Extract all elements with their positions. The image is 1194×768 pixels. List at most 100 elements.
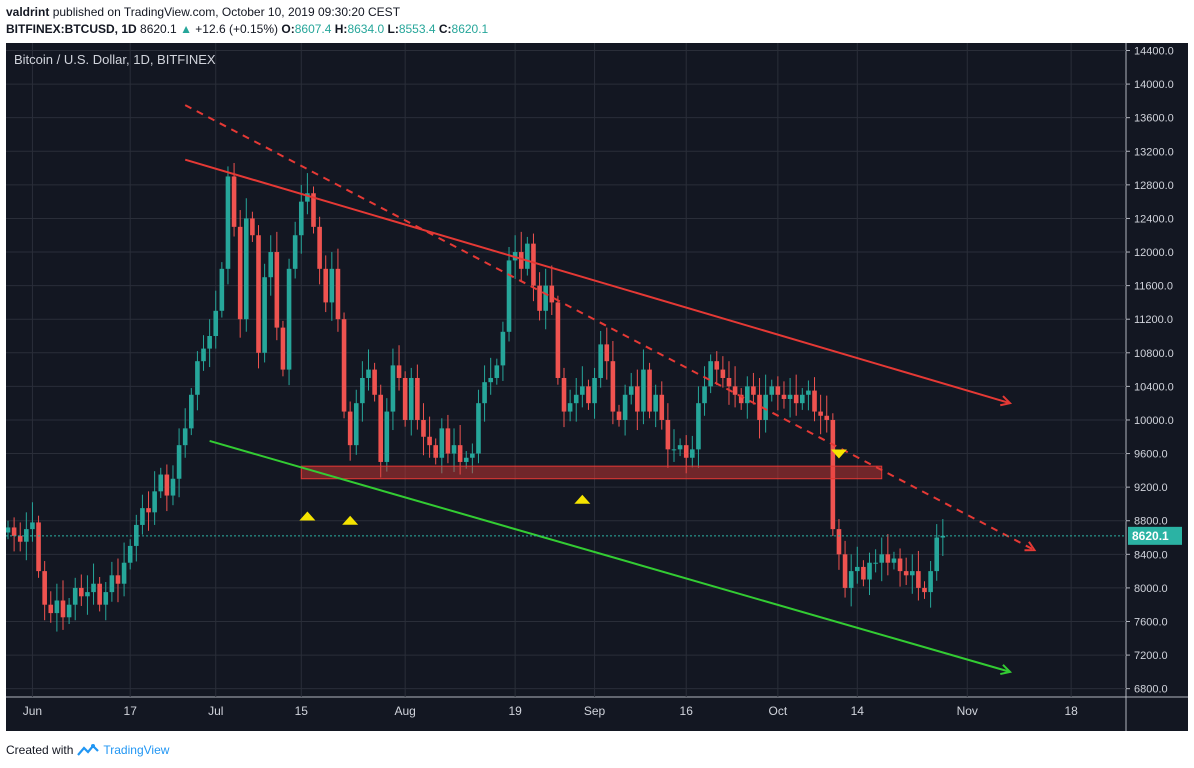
candle-body[interactable] bbox=[787, 394, 793, 399]
candle-body[interactable] bbox=[793, 394, 799, 404]
candle-body[interactable] bbox=[79, 587, 84, 597]
candle-body[interactable] bbox=[824, 415, 830, 420]
candle-body[interactable] bbox=[292, 235, 298, 269]
candle-body[interactable] bbox=[598, 344, 603, 378]
support-line[interactable] bbox=[209, 439, 1011, 673]
candle-body[interactable] bbox=[42, 571, 47, 605]
candle-body[interactable] bbox=[421, 419, 426, 437]
candle-body[interactable] bbox=[836, 529, 842, 555]
candle-body[interactable] bbox=[201, 348, 206, 362]
candle-body[interactable] bbox=[402, 377, 408, 420]
candle-body[interactable] bbox=[415, 377, 420, 420]
candle-body[interactable] bbox=[396, 365, 402, 378]
candle-body[interactable] bbox=[311, 193, 316, 227]
candle-body[interactable] bbox=[121, 562, 127, 584]
candle-body[interactable] bbox=[922, 587, 927, 593]
candle-body[interactable] bbox=[457, 445, 463, 462]
candle-body[interactable] bbox=[628, 386, 634, 395]
candle-body[interactable] bbox=[891, 558, 897, 563]
candle-body[interactable] bbox=[916, 571, 921, 588]
candle-body[interactable] bbox=[109, 575, 115, 593]
candle-body[interactable] bbox=[861, 566, 866, 580]
candle-body[interactable] bbox=[488, 377, 493, 383]
candle-body[interactable] bbox=[17, 535, 23, 542]
candle-body[interactable] bbox=[347, 411, 353, 446]
candle-body[interactable] bbox=[897, 558, 903, 572]
candle-body[interactable] bbox=[494, 365, 500, 378]
candle-body[interactable] bbox=[250, 218, 255, 236]
candle-body[interactable] bbox=[176, 445, 182, 479]
candle-body[interactable] bbox=[366, 369, 371, 378]
candle-body[interactable] bbox=[928, 571, 933, 593]
time-axis[interactable] bbox=[6, 697, 1126, 731]
candle-body[interactable] bbox=[610, 361, 616, 412]
candle-body[interactable] bbox=[616, 411, 622, 420]
candle-body[interactable] bbox=[671, 449, 677, 451]
candle-body[interactable] bbox=[567, 403, 573, 412]
candle-body[interactable] bbox=[268, 252, 274, 278]
candle-body[interactable] bbox=[726, 377, 732, 387]
triangle-down-marker[interactable] bbox=[830, 449, 847, 459]
candle-body[interactable] bbox=[806, 390, 811, 395]
candle-body[interactable] bbox=[482, 382, 487, 404]
candle-body[interactable] bbox=[127, 545, 133, 563]
candle-body[interactable] bbox=[751, 386, 756, 395]
candle-body[interactable] bbox=[879, 554, 885, 563]
author-name[interactable]: valdrint bbox=[6, 5, 50, 19]
candle-body[interactable] bbox=[152, 491, 157, 513]
candle-body[interactable] bbox=[812, 390, 817, 412]
candle-body[interactable] bbox=[158, 474, 164, 492]
horizontal-zone[interactable] bbox=[300, 465, 883, 480]
triangle-up-marker[interactable] bbox=[342, 515, 359, 525]
candle-body[interactable] bbox=[335, 268, 341, 320]
candle-body[interactable] bbox=[384, 411, 390, 462]
candle-body[interactable] bbox=[677, 445, 683, 450]
candle-body[interactable] bbox=[182, 428, 188, 446]
candle-body[interactable] bbox=[800, 394, 805, 404]
candle-body[interactable] bbox=[140, 508, 145, 525]
candle-body[interactable] bbox=[702, 386, 707, 404]
candle-body[interactable] bbox=[213, 310, 219, 336]
candle-body[interactable] bbox=[274, 252, 280, 328]
candle-body[interactable] bbox=[867, 562, 872, 580]
candle-body[interactable] bbox=[738, 394, 744, 404]
candle-body[interactable] bbox=[647, 369, 652, 412]
candle-body[interactable] bbox=[940, 535, 946, 538]
candle-body[interactable] bbox=[298, 201, 304, 236]
candle-body[interactable] bbox=[427, 436, 432, 446]
triangle-up-marker[interactable] bbox=[299, 511, 316, 521]
candle-body[interactable] bbox=[91, 583, 96, 593]
candle-body[interactable] bbox=[219, 268, 225, 311]
price-axis[interactable] bbox=[1126, 43, 1188, 731]
candle-body[interactable] bbox=[451, 445, 457, 454]
candle-body[interactable] bbox=[531, 243, 536, 286]
candle-body[interactable] bbox=[781, 394, 787, 399]
candle-body[interactable] bbox=[378, 394, 384, 462]
candle-body[interactable] bbox=[372, 369, 377, 395]
candle-body[interactable] bbox=[757, 394, 762, 420]
candle-body[interactable] bbox=[665, 419, 671, 450]
candle-body[interactable] bbox=[506, 260, 512, 332]
candle-body[interactable] bbox=[714, 361, 720, 370]
candle-body[interactable] bbox=[353, 403, 359, 446]
tradingview-link[interactable]: TradingView bbox=[103, 743, 170, 757]
candle-body[interactable] bbox=[97, 583, 102, 605]
candle-body[interactable] bbox=[854, 566, 860, 572]
candle-body[interactable] bbox=[341, 319, 347, 412]
candle-body[interactable] bbox=[690, 449, 695, 458]
candle-body[interactable] bbox=[36, 522, 41, 572]
candle-body[interactable] bbox=[518, 252, 524, 269]
candle-body[interactable] bbox=[237, 226, 243, 320]
candle-body[interactable] bbox=[476, 403, 481, 454]
candle-body[interactable] bbox=[586, 386, 591, 404]
candle-body[interactable] bbox=[500, 331, 506, 366]
tradingview-logo-icon[interactable] bbox=[77, 743, 100, 757]
triangle-up-marker[interactable] bbox=[574, 494, 591, 504]
candle-body[interactable] bbox=[317, 226, 322, 269]
candle-body[interactable] bbox=[256, 235, 261, 353]
candle-body[interactable] bbox=[573, 394, 579, 404]
candle-body[interactable] bbox=[848, 571, 854, 588]
candle-body[interactable] bbox=[561, 377, 567, 412]
candle-body[interactable] bbox=[830, 419, 836, 530]
candle-body[interactable] bbox=[463, 457, 469, 462]
